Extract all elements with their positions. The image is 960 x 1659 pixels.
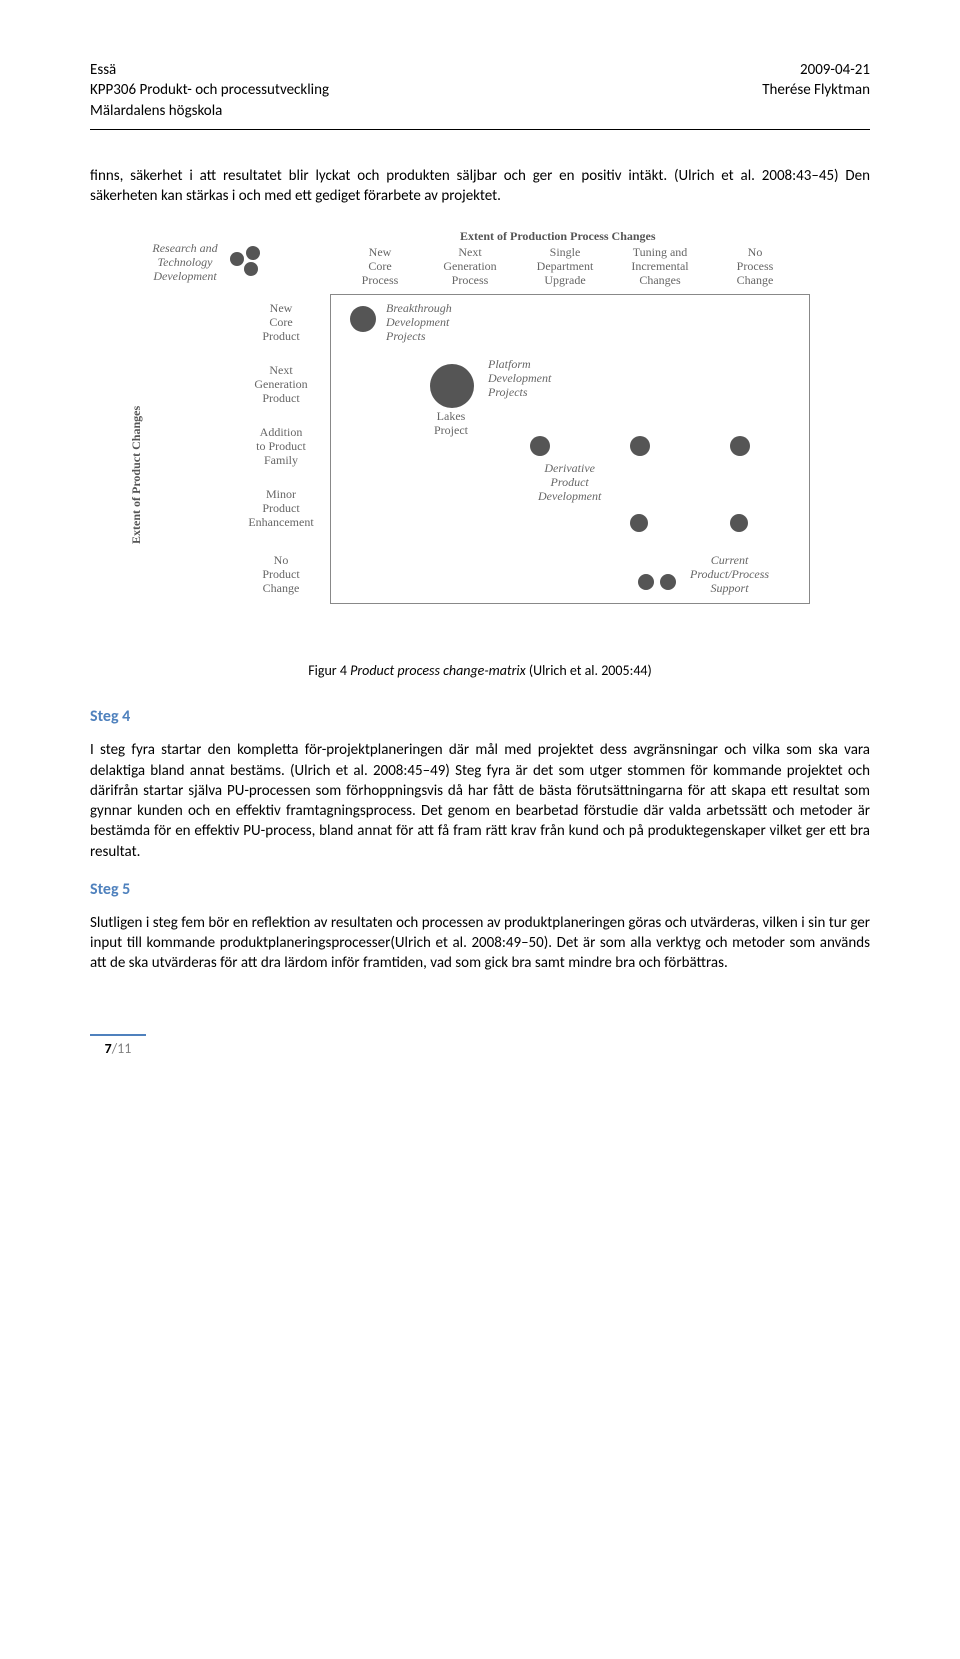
header-doc-type: Essä [90, 60, 329, 80]
fig-dot [244, 262, 258, 276]
fig-col-2: NextGenerationProcess [430, 246, 510, 287]
fig-top-title: Extent of Production Process Changes [460, 230, 656, 244]
fig-corner-label: Research andTechnologyDevelopment [150, 242, 220, 283]
fig-row-3: Additionto ProductFamily [240, 426, 322, 467]
fig-label-derivative: DerivativeProductDevelopment [538, 462, 601, 503]
fig-row-5: NoProductChange [240, 554, 322, 595]
fig-col-1: NewCoreProcess [340, 246, 420, 287]
header-author: Therése Flyktman [762, 80, 870, 100]
heading-steg5: Steg 5 [90, 880, 870, 899]
figure-4: Research andTechnologyDevelopment Extent… [90, 224, 870, 679]
figure-caption: Figur 4 Product process change-matrix (U… [90, 662, 870, 679]
header-school: Mälardalens högskola [90, 101, 329, 121]
fig-col-3: SingleDepartmentUpgrade [525, 246, 605, 287]
fig-dot [246, 246, 260, 260]
header-right: 2009-04-21 Therése Flyktman [762, 60, 870, 121]
paragraph-steg4: I steg fyra startar den kompletta för-pr… [90, 740, 870, 862]
header-date: 2009-04-21 [762, 60, 870, 80]
fig-y-axis-label: Extent of Product Changes [130, 406, 144, 544]
figure-caption-title: Product process change-matrix [350, 662, 526, 679]
fig-dot-platform [430, 364, 474, 408]
header-course: KPP306 Produkt- och processutveckling [90, 80, 329, 100]
page: Essä KPP306 Produkt- och processutveckli… [0, 0, 960, 1097]
fig-col-4: Tuning andIncrementalChanges [620, 246, 700, 287]
intro-paragraph: finns, säkerhet i att resultatet blir ly… [90, 166, 870, 207]
paragraph-steg5: Slutligen i steg fem bör en reflektion a… [90, 913, 870, 974]
fig-label-breakthrough: BreakthroughDevelopmentProjects [386, 302, 452, 343]
header-rule [90, 129, 870, 130]
fig-label-platform: PlatformDevelopmentProjects [488, 358, 551, 399]
page-footer: 7/11 [90, 1034, 146, 1057]
page-header: Essä KPP306 Produkt- och processutveckli… [90, 60, 870, 121]
figure-caption-suffix: (Ulrich et al. 2005:44) [526, 662, 652, 679]
header-left: Essä KPP306 Produkt- och processutveckli… [90, 60, 329, 121]
fig-dot [230, 252, 244, 266]
page-number: 7 [105, 1040, 112, 1057]
figure-caption-prefix: Figur 4 [308, 662, 350, 679]
heading-steg4: Steg 4 [90, 707, 870, 726]
figure-diagram: Research andTechnologyDevelopment Extent… [100, 224, 860, 654]
fig-label-lakes: LakesProject [434, 410, 468, 438]
fig-label-current: CurrentProduct/ProcessSupport [690, 554, 769, 595]
fig-row-2: NextGenerationProduct [240, 364, 322, 405]
fig-col-5: NoProcessChange [715, 246, 795, 287]
fig-row-1: NewCoreProduct [240, 302, 322, 343]
fig-row-4: MinorProductEnhancement [240, 488, 322, 529]
page-total: /11 [112, 1040, 132, 1057]
